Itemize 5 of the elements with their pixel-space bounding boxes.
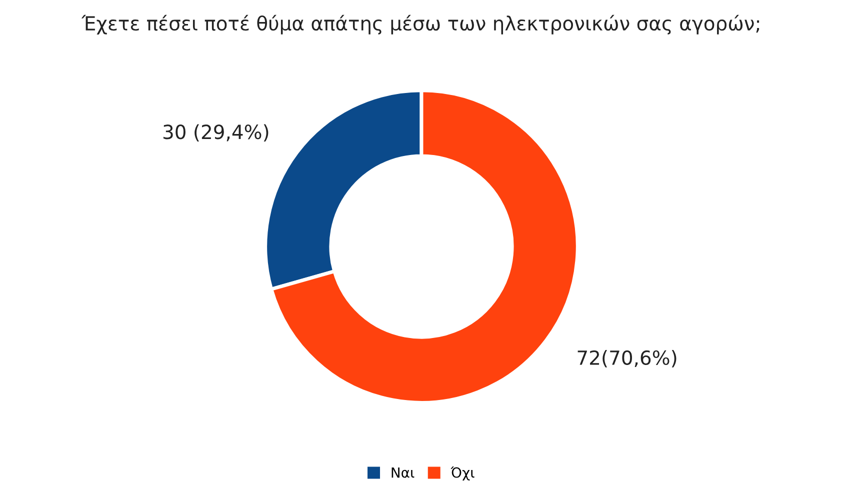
data-label: 30 (29,4%) bbox=[163, 124, 268, 142]
legend-label: Ναι bbox=[392, 467, 414, 478]
legend-label: Όχι bbox=[450, 466, 474, 480]
data-label: 72(70,6%) bbox=[578, 350, 676, 368]
chart-title: Έχετε πέσει ποτέ θύμα απάτης μέσω των ηλεκτρονικών σας αγορών; bbox=[81, 14, 760, 34]
